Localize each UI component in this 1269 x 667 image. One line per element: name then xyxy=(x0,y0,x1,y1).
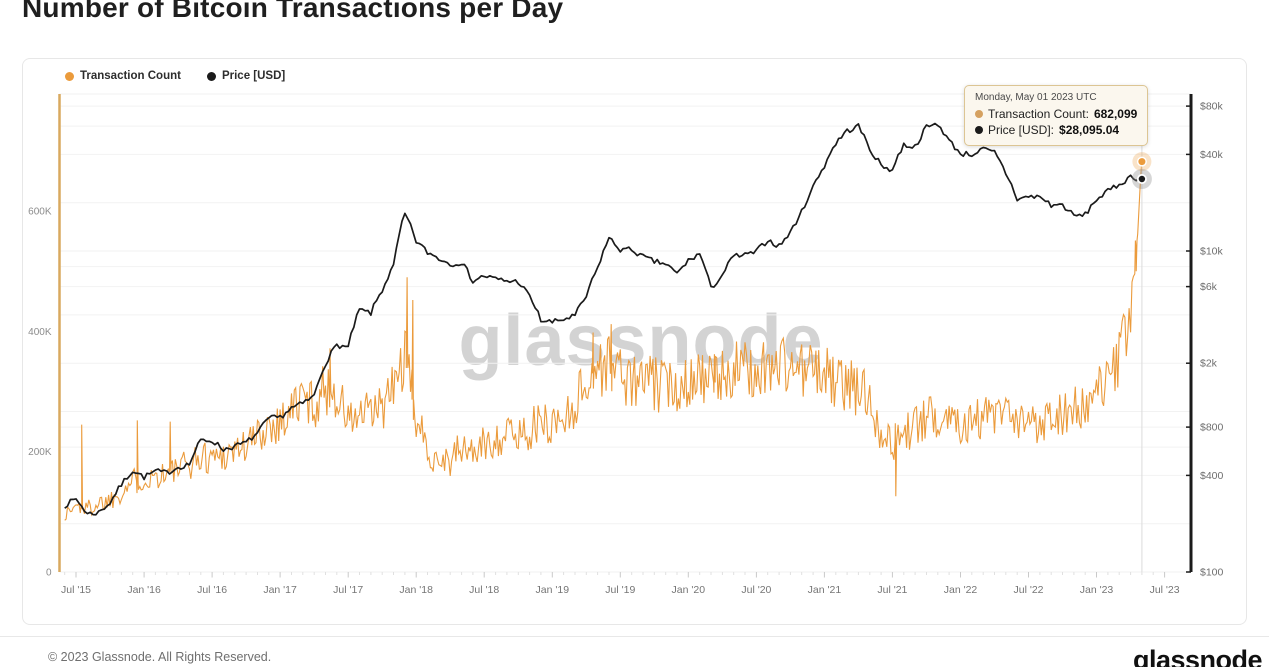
right-axis-label: $2k xyxy=(1200,358,1218,370)
x-axis-label: Jul '16 xyxy=(197,584,227,596)
highlight-dot-transaction-count[interactable] xyxy=(1138,158,1146,166)
chart-plot-area[interactable]: Jul '15 Jan '16 Jul '16 Jan '17 Jul '17 Jan '… xyxy=(23,59,1248,626)
x-axis-label: Jan '23 xyxy=(1080,584,1114,596)
legend-dot-price-usd-icon xyxy=(206,71,216,81)
x-axis-label: Jan '16 xyxy=(127,584,161,596)
left-axis-label: 400K xyxy=(28,327,52,338)
tooltip-row-price-usd: Price [USD]: $28,095.04 xyxy=(975,122,1137,138)
chart-legend: Transaction Count Price [USD] xyxy=(65,70,285,82)
x-axis-label: Jan '17 xyxy=(263,584,297,596)
legend-item-transaction-count[interactable]: Transaction Count xyxy=(65,70,181,82)
series-price-usd xyxy=(64,122,1143,516)
legend-item-price-usd[interactable]: Price [USD] xyxy=(206,70,286,82)
left-axis-label: 0 xyxy=(46,568,52,579)
x-axis-label: Jul '15 xyxy=(61,584,91,596)
tooltip-label-price-usd: Price [USD]: xyxy=(988,123,1055,137)
x-axis-label: Jul '20 xyxy=(741,584,771,596)
right-axis-label: $800 xyxy=(1200,422,1224,434)
legend-label-price-usd: Price [USD] xyxy=(221,70,286,82)
right-axis-label: $6k xyxy=(1200,281,1218,293)
x-axis-label: Jul '23 xyxy=(1150,584,1180,596)
chart-card: Transaction Count Price [USD] glassnode … xyxy=(22,58,1247,625)
right-axis-label: $400 xyxy=(1200,470,1224,482)
tooltip-dot-transaction-count-icon xyxy=(975,110,983,118)
tooltip-label-transaction-count: Transaction Count: xyxy=(988,107,1089,121)
tooltip-value-price-usd: $28,095.04 xyxy=(1059,123,1120,137)
tooltip-row-transaction-count: Transaction Count: 682,099 xyxy=(975,106,1137,122)
footer-copyright: © 2023 Glassnode. All Rights Reserved. xyxy=(48,650,272,664)
x-axis-label: Jan '22 xyxy=(944,584,978,596)
chart-tooltip: Monday, May 01 2023 UTC Transaction Coun… xyxy=(964,85,1149,146)
legend-label-transaction-count: Transaction Count xyxy=(80,70,181,82)
left-axis-label: 600K xyxy=(28,207,52,218)
tooltip-value-transaction-count: 682,099 xyxy=(1093,107,1138,121)
x-axis-label: Jan '19 xyxy=(536,584,570,596)
highlight-dot-price-usd[interactable] xyxy=(1138,175,1146,183)
x-axis-label: Jan '18 xyxy=(399,584,433,596)
left-axis-label: 200K xyxy=(28,447,52,458)
tooltip-dot-price-usd-icon xyxy=(975,126,983,134)
glassnode-logo: glassnode xyxy=(1133,645,1263,667)
right-axis-label: $80k xyxy=(1200,101,1224,113)
x-axis-label: Jul '22 xyxy=(1013,584,1043,596)
right-axis-label: $100 xyxy=(1200,567,1224,579)
x-axis-label: Jul '17 xyxy=(333,584,363,596)
tooltip-date: Monday, May 01 2023 UTC xyxy=(975,92,1097,103)
x-axis-label: Jul '21 xyxy=(877,584,907,596)
footer-divider xyxy=(0,636,1269,637)
series-transaction-count xyxy=(64,161,1143,521)
legend-dot-transaction-count-icon xyxy=(65,71,74,81)
right-axis-label: $10k xyxy=(1200,246,1224,258)
right-axis-label: $40k xyxy=(1200,149,1224,161)
page-title: Number of Bitcoin Transactions per Day xyxy=(22,0,564,23)
x-axis-label: Jan '21 xyxy=(808,584,842,596)
x-axis-label: Jul '19 xyxy=(605,584,635,596)
x-axis-label: Jul '18 xyxy=(469,584,499,596)
x-axis-label: Jan '20 xyxy=(672,584,706,596)
